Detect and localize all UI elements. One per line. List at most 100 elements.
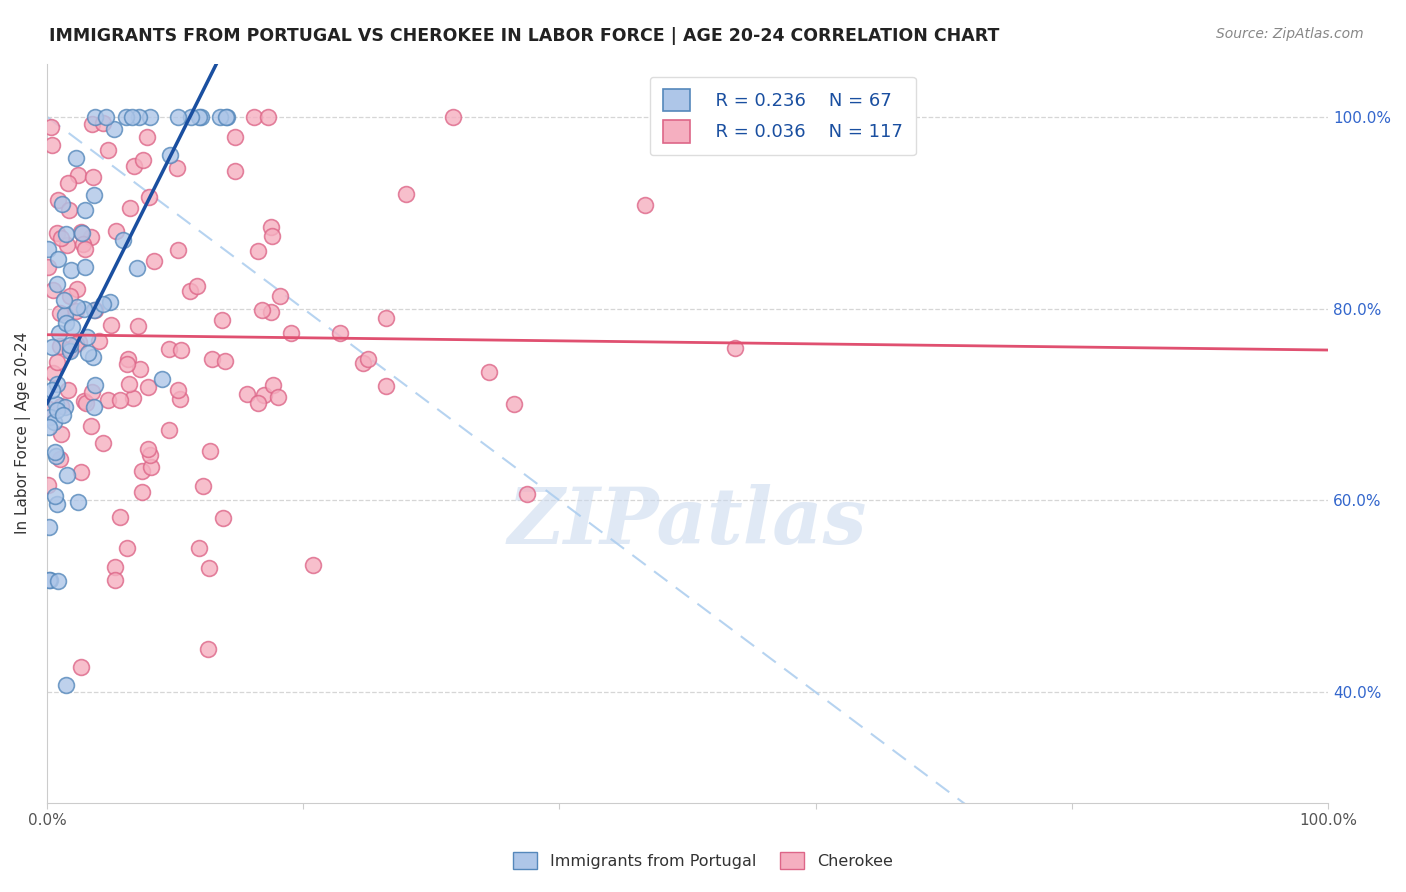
Point <box>45 397 67 411</box>
Point <box>211 312 233 326</box>
Point <box>80 229 103 244</box>
Point <box>187 541 209 555</box>
Point <box>80 418 103 433</box>
Point <box>170 343 193 358</box>
Point <box>75 395 97 409</box>
Point <box>395 186 418 201</box>
Point <box>46 403 69 417</box>
Point <box>159 148 181 162</box>
Point <box>51 197 73 211</box>
Point <box>42 283 65 297</box>
Point <box>139 459 162 474</box>
Point <box>179 284 201 298</box>
Point <box>108 392 131 407</box>
Point <box>121 391 143 405</box>
Point <box>82 384 104 399</box>
Point <box>83 377 105 392</box>
Point <box>49 451 72 466</box>
Point <box>55 316 77 330</box>
Point <box>215 110 238 124</box>
Text: IMMIGRANTS FROM PORTUGAL VS CHEROKEE IN LABOR FORCE | AGE 20-24 CORRELATION CHAR: IMMIGRANTS FROM PORTUGAL VS CHEROKEE IN … <box>49 27 1000 45</box>
Point <box>131 484 153 499</box>
Point <box>131 464 153 478</box>
Point <box>38 402 60 417</box>
Point <box>53 308 76 322</box>
Point <box>260 229 283 244</box>
Point <box>42 366 65 380</box>
Point <box>46 193 69 207</box>
Point <box>87 334 110 348</box>
Point <box>117 541 139 556</box>
Point <box>73 302 96 317</box>
Point <box>45 449 67 463</box>
Point <box>76 330 98 344</box>
Point <box>197 641 219 656</box>
Point <box>97 143 120 157</box>
Point <box>200 444 222 458</box>
Point <box>157 342 180 356</box>
Point <box>66 282 89 296</box>
Point <box>247 244 270 258</box>
Point <box>201 352 224 367</box>
Point <box>67 495 90 509</box>
Point <box>634 197 657 211</box>
Point <box>46 355 69 369</box>
Point <box>128 110 150 124</box>
Point <box>190 110 212 124</box>
Point <box>84 302 107 317</box>
Point <box>91 435 114 450</box>
Point <box>246 396 269 410</box>
Point <box>59 343 82 357</box>
Point <box>115 357 138 371</box>
Point <box>52 408 75 422</box>
Point <box>82 116 104 130</box>
Point <box>253 388 276 402</box>
Point <box>136 380 159 394</box>
Point <box>127 261 149 276</box>
Point <box>67 334 90 349</box>
Point <box>108 510 131 524</box>
Point <box>65 304 87 318</box>
Point <box>98 294 121 309</box>
Point <box>59 344 82 359</box>
Point <box>38 419 60 434</box>
Point <box>59 289 82 303</box>
Point <box>129 362 152 376</box>
Point <box>112 233 135 247</box>
Point <box>503 397 526 411</box>
Point <box>259 305 281 319</box>
Point <box>66 300 89 314</box>
Point <box>51 400 73 414</box>
Point <box>45 277 67 291</box>
Point <box>188 110 211 124</box>
Point <box>65 151 87 165</box>
Y-axis label: In Labor Force | Age 20-24: In Labor Force | Age 20-24 <box>15 332 31 534</box>
Point <box>103 573 125 587</box>
Point <box>478 365 501 379</box>
Point <box>70 660 93 674</box>
Point <box>169 392 191 406</box>
Legend: Immigrants from Portugal, Cherokee: Immigrants from Portugal, Cherokee <box>506 846 900 875</box>
Point <box>58 176 80 190</box>
Point <box>72 236 94 251</box>
Legend:   R = 0.236    N = 67,   R = 0.036    N = 117: R = 0.236 N = 67, R = 0.036 N = 117 <box>650 77 915 155</box>
Point <box>353 355 375 369</box>
Point <box>260 219 283 234</box>
Point <box>82 351 104 365</box>
Point <box>70 465 93 479</box>
Point <box>127 318 149 333</box>
Point <box>41 138 63 153</box>
Point <box>42 415 65 429</box>
Point <box>82 170 104 185</box>
Point <box>166 110 188 124</box>
Point <box>166 161 188 175</box>
Point <box>75 202 97 217</box>
Point <box>224 129 246 144</box>
Point <box>374 311 396 326</box>
Point <box>73 394 96 409</box>
Point <box>38 573 60 587</box>
Point <box>136 129 159 144</box>
Point <box>374 379 396 393</box>
Point <box>44 489 66 503</box>
Point <box>214 354 236 368</box>
